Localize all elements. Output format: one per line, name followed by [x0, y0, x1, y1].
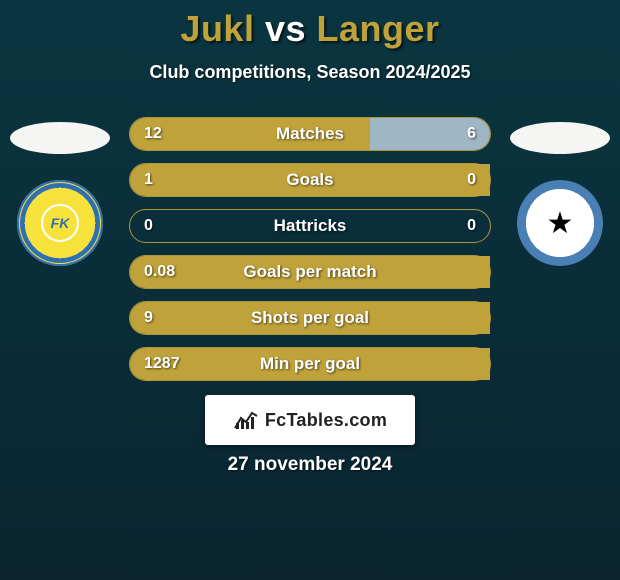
site-label: FcTables.com — [265, 410, 387, 431]
player-photo-placeholder-right — [510, 122, 610, 154]
comparison-row: 0Hattricks0 — [130, 210, 490, 242]
row-value-right: 0 — [467, 171, 476, 189]
row-value-left: 9 — [144, 309, 153, 327]
player1-name: Jukl — [180, 8, 254, 49]
row-value-right: 0 — [467, 217, 476, 235]
row-bar-fill — [130, 348, 490, 380]
comparison-row: 1Goals0 — [130, 164, 490, 196]
row-bar-fill — [130, 210, 490, 242]
row-bar-fill — [130, 256, 490, 288]
row-value-left: 0 — [144, 217, 153, 235]
row-bar-fill — [130, 164, 490, 196]
comparison-row: 12Matches6 — [130, 118, 490, 150]
comparison-row: 1287Min per goal — [130, 348, 490, 380]
player-photo-placeholder-left — [10, 122, 110, 154]
row-value-left: 0.08 — [144, 263, 175, 281]
page-title: Jukl vs Langer — [0, 0, 620, 50]
comparison-rows: 12Matches6 1Goals0 0Hattricks0 0.08Goals pe… — [130, 118, 490, 394]
left-team-panel — [10, 118, 110, 378]
comparison-row: 0.08Goals per match — [130, 256, 490, 288]
vs-label: vs — [265, 8, 306, 49]
date-label: 27 november 2024 — [0, 454, 620, 476]
comparison-row: 9Shots per goal — [130, 302, 490, 334]
right-team-panel — [510, 118, 610, 378]
player2-name: Langer — [317, 8, 440, 49]
row-value-left: 12 — [144, 125, 162, 143]
row-value-left: 1 — [144, 171, 153, 189]
subtitle: Club competitions, Season 2024/2025 — [0, 62, 620, 83]
row-value-left: 1287 — [144, 355, 180, 373]
row-value-right: 6 — [467, 125, 476, 143]
team-badge-right — [517, 180, 603, 266]
row-bar-fill — [130, 302, 490, 334]
row-bar-fill — [130, 118, 490, 150]
team-badge-left — [17, 180, 103, 266]
site-badge: FcTables.com — [205, 395, 415, 445]
chart-icon — [233, 409, 259, 431]
